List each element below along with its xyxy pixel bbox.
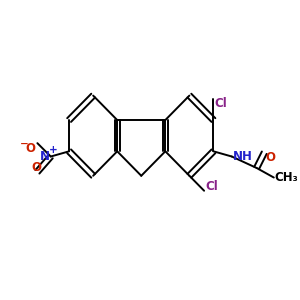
Text: Cl: Cl [205, 180, 218, 193]
Text: O: O [32, 161, 41, 174]
Text: +: + [49, 145, 58, 155]
Text: CH₃: CH₃ [275, 171, 298, 184]
Text: O: O [26, 142, 35, 155]
Text: Cl: Cl [214, 97, 227, 110]
Text: N: N [40, 150, 50, 163]
Text: NH: NH [233, 150, 253, 163]
Text: O: O [265, 151, 275, 164]
Text: −: − [20, 139, 29, 149]
